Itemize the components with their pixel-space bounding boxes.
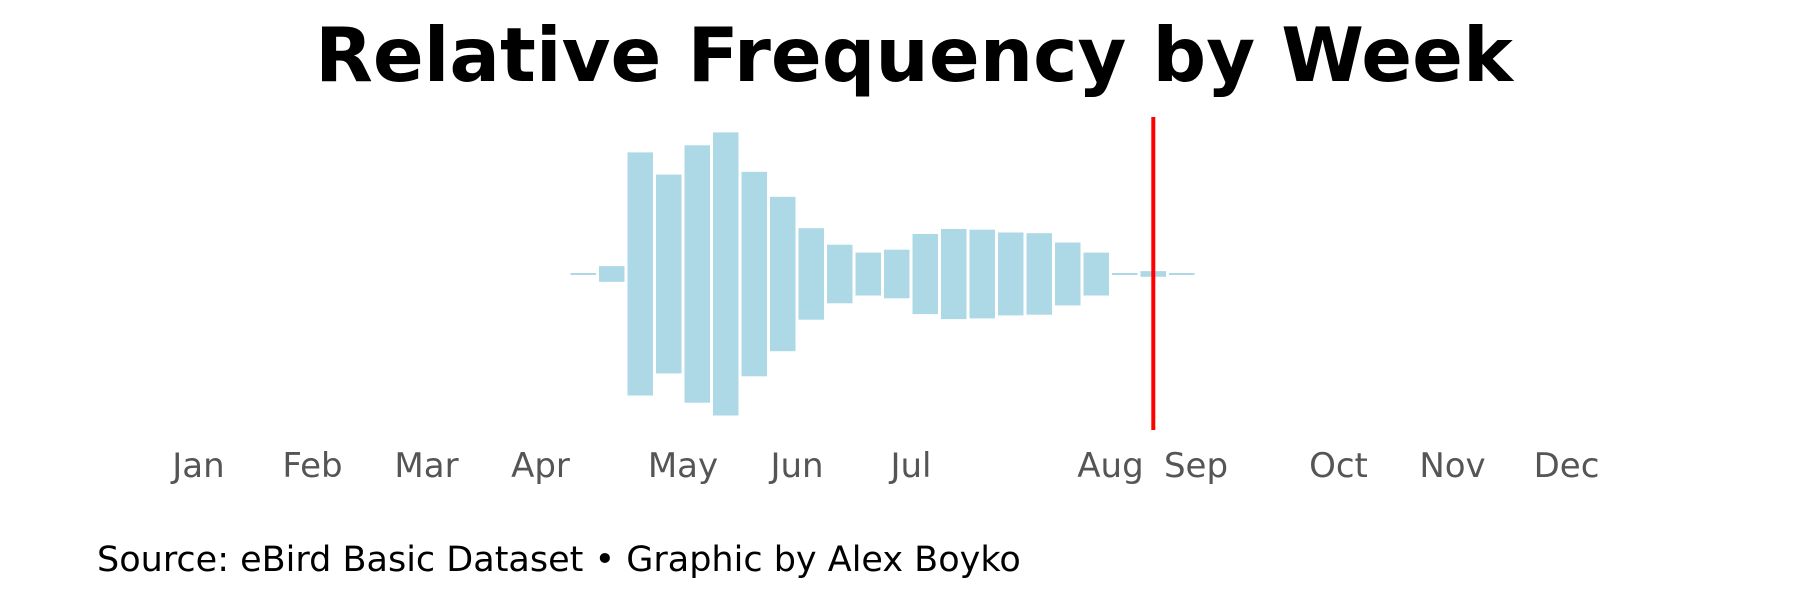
week-bar — [1026, 233, 1052, 315]
month-tick-label: Jul — [888, 446, 931, 486]
week-bar — [1169, 273, 1195, 275]
week-bar — [741, 171, 767, 377]
month-tick-label: Sep — [1164, 446, 1228, 486]
week-bar — [998, 232, 1024, 316]
week-bar — [798, 228, 824, 320]
week-bar — [684, 145, 710, 403]
week-bar — [599, 266, 625, 282]
month-tick-label: Aug — [1077, 446, 1143, 486]
week-bar — [627, 152, 653, 396]
source-caption: Source: eBird Basic Dataset • Graphic by… — [97, 540, 1021, 580]
month-tick-label: Feb — [282, 446, 342, 486]
week-bar — [770, 196, 796, 352]
week-bar — [855, 252, 881, 296]
month-axis: Jan Feb Mar Apr May Jun Jul Aug Sep Oct Nov Dec — [170, 446, 1599, 486]
week-bar — [1055, 242, 1081, 306]
month-tick-label: Apr — [511, 446, 570, 486]
week-bar — [1112, 273, 1138, 275]
month-tick-label: Jun — [768, 446, 823, 486]
chart-title: Relative Frequency by Week — [315, 11, 1513, 99]
month-tick-label: Mar — [394, 446, 458, 486]
week-bar — [969, 229, 995, 319]
week-bar — [884, 249, 910, 299]
month-tick-label: Dec — [1534, 446, 1600, 486]
week-bar — [941, 229, 967, 320]
week-bar — [570, 273, 596, 275]
week-bar — [912, 234, 938, 315]
month-tick-label: Oct — [1309, 446, 1368, 486]
bars-layer — [570, 132, 1195, 416]
month-tick-label: May — [648, 446, 718, 486]
week-bar — [1083, 252, 1109, 296]
week-bar — [656, 174, 682, 374]
month-tick-label: Nov — [1419, 446, 1485, 486]
week-bar — [827, 244, 853, 304]
week-bar — [713, 132, 739, 416]
month-tick-label: Jan — [170, 446, 224, 486]
